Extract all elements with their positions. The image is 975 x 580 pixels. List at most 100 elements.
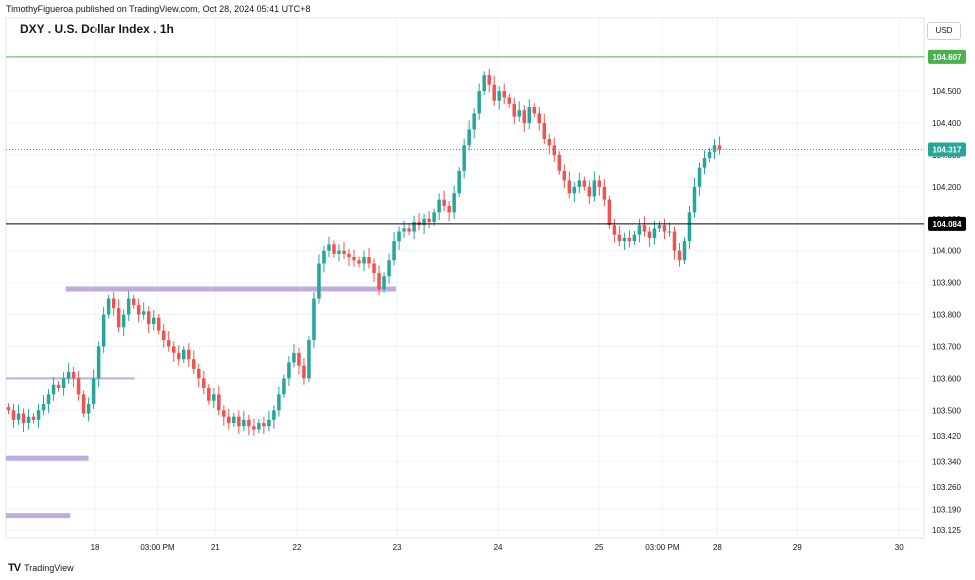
candle-body — [21, 413, 26, 424]
candle-body — [447, 206, 451, 213]
candle-body — [717, 145, 722, 150]
y-tick-label: 104.000 — [932, 247, 961, 256]
x-tick-label: 03:00 PM — [140, 543, 175, 552]
candle-body — [697, 167, 702, 187]
candle-body — [462, 145, 466, 171]
candle-body — [337, 250, 341, 254]
candle-body — [242, 419, 246, 427]
candle-body — [217, 394, 221, 411]
candle-body — [487, 75, 491, 85]
candle-body — [187, 349, 191, 360]
candle-body — [156, 317, 161, 331]
candle-body — [252, 426, 256, 430]
support-zone — [6, 455, 89, 461]
candle-body — [136, 304, 141, 315]
candle-body — [377, 273, 381, 289]
candle-body — [552, 145, 557, 155]
candle-body — [392, 241, 396, 261]
x-tick-label: 29 — [793, 543, 802, 552]
candle-body — [472, 113, 476, 130]
candle-body — [582, 180, 587, 187]
candle-body — [161, 330, 166, 341]
candle-body — [372, 263, 376, 274]
candle-body — [81, 394, 86, 414]
candle-body — [282, 378, 286, 395]
candle-body — [597, 180, 602, 187]
candle-body — [317, 263, 321, 299]
candle-body — [182, 349, 186, 360]
currency-button[interactable]: USD — [927, 22, 961, 40]
candle-body — [612, 225, 617, 235]
candle-body — [432, 212, 436, 222]
last-price-label-bg — [928, 142, 966, 157]
y-tick-label: 103.900 — [932, 279, 961, 288]
candle-body — [427, 218, 431, 222]
candle-body — [532, 107, 537, 114]
candle-body — [477, 91, 481, 114]
candle-body — [322, 250, 326, 264]
candle-body — [517, 110, 521, 117]
candle-body — [91, 378, 96, 404]
candle-body — [101, 314, 106, 347]
candle-body — [297, 352, 301, 366]
x-tick-label: 22 — [293, 543, 302, 552]
candle-body — [192, 359, 196, 369]
candle-body — [222, 410, 226, 417]
candle-body — [106, 298, 111, 315]
candle-body — [227, 416, 231, 424]
candle-body — [61, 378, 66, 388]
green-level-label-bg — [928, 49, 966, 64]
candle-body — [577, 180, 582, 187]
candle-body — [86, 403, 91, 414]
candle-body — [452, 193, 456, 213]
candle-body — [176, 352, 181, 360]
candle-body — [171, 346, 176, 353]
candle-body — [707, 151, 712, 159]
candle-body — [352, 257, 356, 261]
candle-body — [362, 257, 366, 264]
candle-body — [207, 387, 211, 401]
candle-body — [542, 123, 547, 139]
candle-body — [527, 107, 532, 123]
candle-body — [602, 186, 607, 200]
y-tick-label: 103.800 — [932, 311, 961, 320]
candle-body — [632, 234, 637, 242]
chart-title: DXY . U.S. Dollar Index . 1h — [20, 22, 174, 36]
candle-body — [422, 218, 426, 226]
y-tick-label: 103.600 — [932, 374, 961, 383]
candle-body — [111, 298, 116, 309]
candle-body — [667, 231, 672, 233]
footer-brand: TV TradingView — [8, 562, 74, 574]
publisher-caption: TimothyFigueroa published on TradingView… — [6, 4, 311, 14]
candle-body — [51, 384, 56, 395]
candle-body — [277, 394, 281, 411]
candle-body — [262, 423, 266, 427]
candle-body — [212, 394, 216, 401]
candle-body — [347, 253, 351, 258]
candle-body — [497, 91, 501, 101]
candle-body — [677, 250, 682, 261]
candle-body — [166, 340, 171, 347]
x-tick-label: 21 — [211, 543, 220, 552]
candle-body — [657, 225, 662, 229]
candle-body — [121, 314, 126, 328]
y-tick-label: 104.400 — [932, 119, 961, 128]
candle-body — [522, 110, 527, 123]
candle-body — [11, 410, 16, 420]
candle-body — [36, 410, 41, 420]
x-tick-label: 18 — [91, 543, 100, 552]
candle-body — [687, 212, 692, 242]
candle-body — [342, 250, 346, 254]
candle-body — [482, 75, 486, 92]
candle-body — [492, 84, 496, 101]
candle-body — [302, 365, 306, 379]
candle-body — [557, 154, 562, 171]
candle-body — [537, 113, 542, 123]
green-level-label: 104.607 — [933, 53, 962, 62]
candle-body — [151, 317, 156, 325]
y-tick-label: 103.260 — [932, 483, 961, 492]
tradingview-logo-icon: TV — [8, 562, 21, 574]
candle-body — [272, 410, 276, 420]
candle-body — [327, 244, 331, 251]
